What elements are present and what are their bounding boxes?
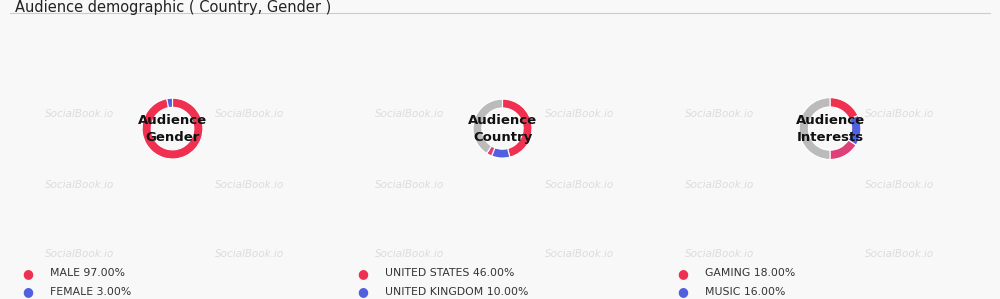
Text: UNITED KINGDOM 10.00%: UNITED KINGDOM 10.00% <box>385 287 528 297</box>
Text: FEMALE 3.00%: FEMALE 3.00% <box>50 287 131 297</box>
Text: SocialBook.io: SocialBook.io <box>45 109 115 119</box>
Text: Audience
Gender: Audience Gender <box>138 114 207 144</box>
Wedge shape <box>473 99 503 153</box>
Text: Audience demographic ( Country, Gender ): Audience demographic ( Country, Gender ) <box>15 0 331 15</box>
Text: SocialBook.io: SocialBook.io <box>375 109 445 119</box>
Text: SocialBook.io: SocialBook.io <box>545 109 615 119</box>
Text: SocialBook.io: SocialBook.io <box>45 249 115 259</box>
Wedge shape <box>830 98 858 119</box>
Text: ●: ● <box>357 267 368 280</box>
Text: SocialBook.io: SocialBook.io <box>375 180 445 190</box>
Text: MUSIC 16.00%: MUSIC 16.00% <box>705 287 785 297</box>
Wedge shape <box>799 98 830 159</box>
Text: SocialBook.io: SocialBook.io <box>545 249 615 259</box>
Wedge shape <box>167 98 173 108</box>
Wedge shape <box>492 148 510 158</box>
Text: Audience
Country: Audience Country <box>468 114 537 144</box>
Text: ●: ● <box>677 285 688 298</box>
Wedge shape <box>848 115 861 145</box>
Text: SocialBook.io: SocialBook.io <box>215 180 285 190</box>
Wedge shape <box>830 140 856 159</box>
Text: ●: ● <box>22 267 33 280</box>
Text: ●: ● <box>22 285 33 298</box>
Text: MALE 97.00%: MALE 97.00% <box>50 268 125 278</box>
Text: UNITED STATES 46.00%: UNITED STATES 46.00% <box>385 268 514 278</box>
Text: SocialBook.io: SocialBook.io <box>545 180 615 190</box>
Text: SocialBook.io: SocialBook.io <box>865 109 935 119</box>
Text: SocialBook.io: SocialBook.io <box>865 180 935 190</box>
Text: Audience
Interests: Audience Interests <box>795 114 865 144</box>
Wedge shape <box>142 98 203 159</box>
Wedge shape <box>487 146 495 156</box>
Text: GAMING 18.00%: GAMING 18.00% <box>705 268 795 278</box>
Text: SocialBook.io: SocialBook.io <box>865 249 935 259</box>
Text: ●: ● <box>357 285 368 298</box>
Text: SocialBook.io: SocialBook.io <box>685 180 755 190</box>
Text: SocialBook.io: SocialBook.io <box>375 249 445 259</box>
Text: SocialBook.io: SocialBook.io <box>215 249 285 259</box>
Text: SocialBook.io: SocialBook.io <box>685 109 755 119</box>
Wedge shape <box>502 99 532 157</box>
Text: SocialBook.io: SocialBook.io <box>45 180 115 190</box>
Text: ●: ● <box>677 267 688 280</box>
Text: SocialBook.io: SocialBook.io <box>215 109 285 119</box>
Text: SocialBook.io: SocialBook.io <box>685 249 755 259</box>
